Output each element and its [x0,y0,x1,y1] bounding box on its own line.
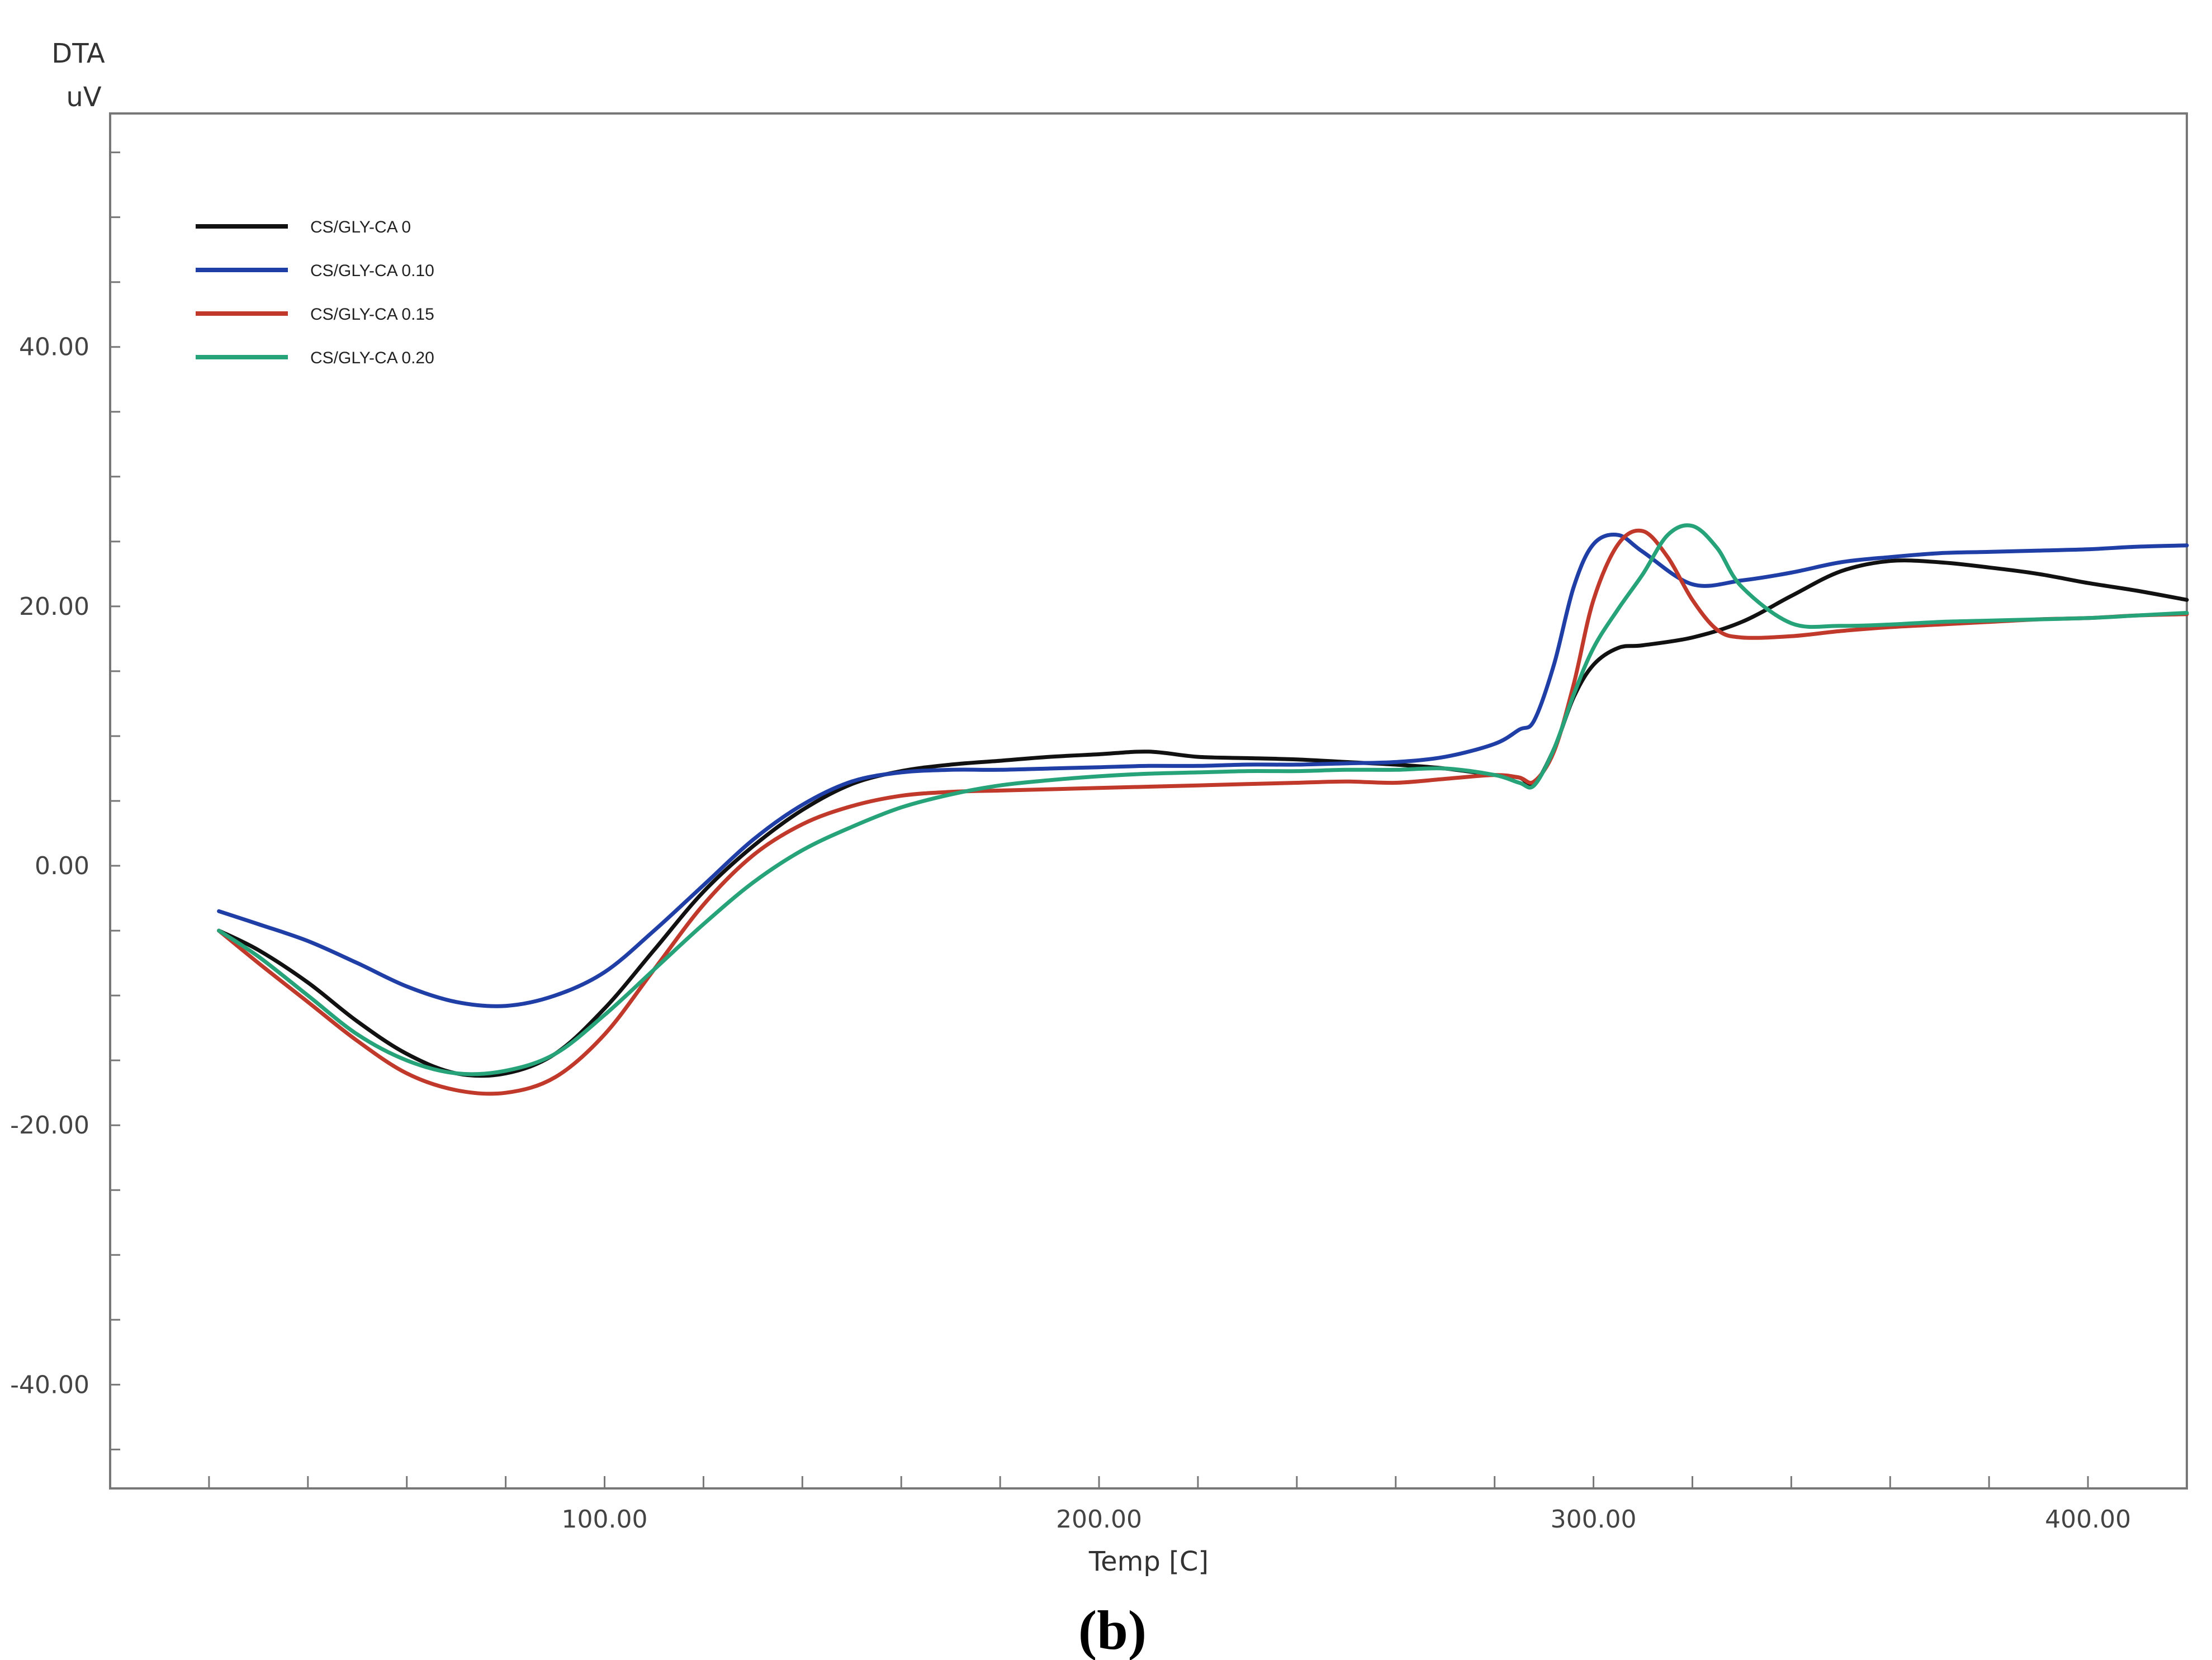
y-tick-label: 40.00 [19,333,89,362]
legend: CS/GLY-CA 0 CS/GLY-CA 0.10 CS/GLY-CA 0.15 C… [196,218,434,367]
x-tick-label: 100.00 [562,1505,648,1534]
series-lines [217,523,2189,1096]
y-tick-label: -40.00 [10,1370,89,1399]
x-tick-label: 400.00 [2045,1505,2131,1534]
legend-label: CS/GLY-CA 0 [310,218,411,236]
series-line-3 [217,528,2189,1096]
plot-frame [109,112,2188,1490]
y-tick-label: 20.00 [19,592,89,621]
y-axis-title-dta: DTA [51,38,105,69]
x-tick-label: 300.00 [1551,1505,1637,1534]
y-axis-unit-uv: uV [66,82,101,113]
minor-x-ticks [208,1476,2188,1488]
x-tick-labels: 100.00 200.00 300.00 400.00 [562,1505,2132,1534]
panel-label: (b) [1078,1599,1147,1660]
y-tick-label: -20.00 [10,1111,89,1140]
series-line-2 [217,533,2189,1008]
legend-label: CS/GLY-CA 0.20 [310,349,434,367]
minor-y-ticks [110,151,120,1450]
y-tick-label: 0.00 [35,852,89,880]
legend-label: CS/GLY-CA 0.10 [310,262,434,280]
x-axis-title: Temp [C] [1088,1546,1209,1577]
series-line-4 [217,523,2189,1076]
y-tick-labels: -40.00 -20.00 0.00 20.00 40.00 [10,333,89,1400]
legend-label: CS/GLY-CA 0.15 [310,305,434,324]
x-tick-label: 200.00 [1056,1505,1142,1534]
